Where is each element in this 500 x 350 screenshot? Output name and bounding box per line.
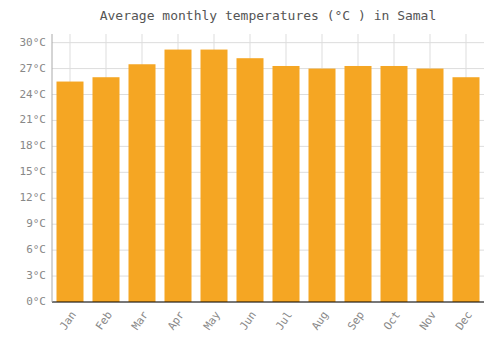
y-tick-label: 30°C [20,36,47,49]
y-tick-label: 3°C [26,269,46,282]
bar [381,66,408,302]
page: {"chart_data": {"type": "bar", "title": … [0,0,500,350]
x-tick-label: Dec [453,309,475,333]
x-tick-label: Jun [237,309,259,333]
bar [309,69,336,302]
bar [237,58,264,302]
y-tick-label: 15°C [20,165,47,178]
bar [417,69,444,302]
x-axis-line [52,302,484,303]
bar [345,66,372,302]
chart-container: 0°C 3°C 6°C 9°C 12°C 15°C 18°C 21°C 24°C 27°C 30°C… [0,0,500,350]
y-tick-label: 21°C [20,113,47,126]
y-axis-line [52,34,53,302]
y-grid-line [52,302,484,303]
y-grid-line [52,42,484,43]
bar [57,82,84,302]
x-tick-label: Mar [129,309,151,333]
x-tick-label: Jul [273,309,295,333]
grid [52,34,484,302]
chart-svg: 0°C 3°C 6°C 9°C 12°C 15°C 18°C 21°C 24°C 27°C 30°C… [0,0,500,350]
x-tick-label: Apr [165,309,187,333]
y-tick-label: 12°C [20,191,47,204]
x-tick-label: May [201,309,223,333]
bars [57,50,480,302]
x-tick-label: Oct [381,309,403,333]
bar [273,66,300,302]
bar [453,77,480,302]
bar [129,64,156,302]
x-tick-label: Feb [93,309,115,333]
bar [201,50,228,302]
bar [165,50,192,302]
x-tick-label: Aug [309,309,331,333]
y-tick-label: 9°C [26,217,46,230]
bar [93,77,120,302]
x-tick-label: Nov [417,309,439,333]
x-tick-label: Sep [345,309,367,333]
y-tick-label: 18°C [20,139,47,152]
y-tick-label: 27°C [20,62,47,75]
y-tick-label: 0°C [26,295,46,308]
y-tick-label: 24°C [20,88,47,101]
title: Average monthly temperatures (°C ) in Sa… [100,8,437,23]
y-tick-label: 6°C [26,243,46,256]
x-tick-label: Jan [57,309,79,333]
